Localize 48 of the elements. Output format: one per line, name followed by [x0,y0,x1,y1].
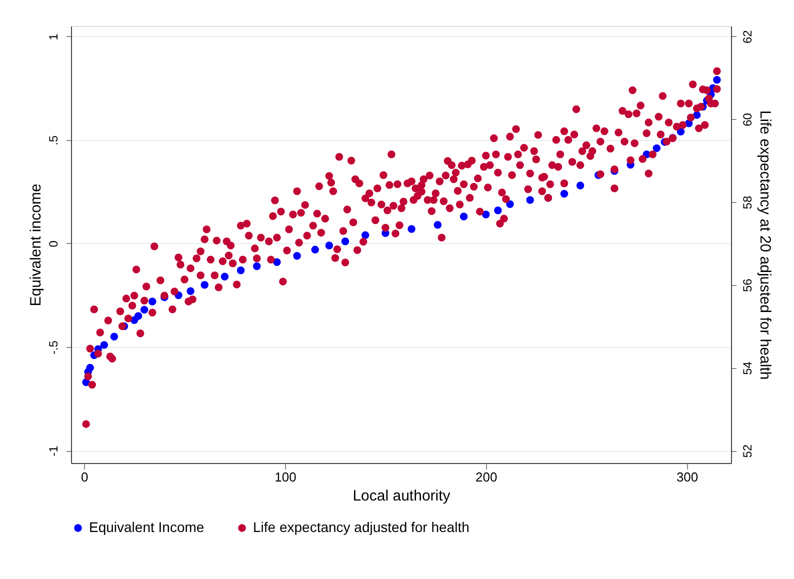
point [220,272,229,280]
point [560,190,568,198]
point [140,306,148,314]
point [325,242,334,250]
y-axis-title: Equivalent income [28,184,44,306]
y2-tick-label: 56 [740,278,754,292]
point [148,298,156,306]
y-tick-label: -.5 [46,340,60,355]
y-tick-label: .5 [46,135,60,146]
point [494,206,502,214]
point [576,182,584,190]
y2-tick-label: 60 [740,112,754,126]
point [482,210,490,218]
point [293,252,301,260]
y2-tick-label: 62 [740,30,754,44]
x-tick-label: 300 [676,470,698,484]
point [86,364,94,372]
legend-label: Life expectancy adjusted for health [253,519,470,535]
point [236,266,245,274]
legend-label: Equivalent Income [89,519,204,535]
point [652,144,661,152]
point [341,238,350,246]
y2-tick-label: 52 [740,444,754,458]
y-tick-label: 1 [46,33,60,40]
point [273,258,281,266]
point [110,332,118,341]
point [252,262,261,270]
point [186,287,194,295]
point [460,212,468,220]
y2-tick-label: 58 [740,196,754,210]
point [134,312,142,320]
point [713,76,721,84]
x-tick-label: 0 [80,470,88,484]
y-tick-label: 0 [46,240,60,248]
point [506,200,514,208]
point [200,281,208,289]
x-tick-label: 100 [274,470,296,484]
point [311,246,319,254]
y2-tick-label: 54 [740,361,754,375]
point [434,220,442,229]
x-axis-title: Local authority [352,488,451,504]
point [361,231,370,240]
x-tick-label: 200 [476,470,498,484]
point [526,196,534,204]
y-tick-label: -1 [46,445,60,456]
point [408,225,416,233]
point [100,341,108,349]
y2-axis-title: Life expectancy at 20 adjusted for health [756,110,774,380]
